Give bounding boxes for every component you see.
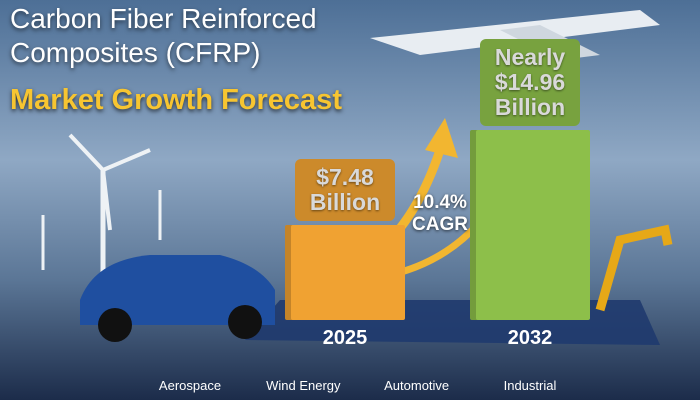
sector-label: Automotive xyxy=(384,378,450,393)
subtitle: Market Growth Forecast xyxy=(10,84,342,116)
value-label: Nearly $14.96 Billion xyxy=(480,39,580,126)
sector-label: Industrial xyxy=(503,378,557,393)
turbine-blades xyxy=(68,133,151,231)
title: Carbon Fiber Reinforced Composites (CFRP… xyxy=(10,3,317,68)
arrow-head xyxy=(425,118,458,158)
robot-arm xyxy=(595,224,673,312)
car-wheel xyxy=(98,308,132,342)
bar xyxy=(470,130,590,320)
sector-label: Aerospace xyxy=(158,378,222,393)
x-tick-label: 2032 xyxy=(507,327,553,349)
value-label: $7.48 Billion xyxy=(295,159,395,221)
cagr-annotation: 10.4% CAGR xyxy=(412,192,468,235)
car xyxy=(80,255,275,325)
car-wheel xyxy=(228,305,262,339)
x-tick-label: 2025 xyxy=(322,327,368,349)
bar xyxy=(285,225,405,320)
sector-label: Wind Energy xyxy=(266,378,341,393)
sector-list: Aerospace Wind Energy Automotive Industrial xyxy=(140,378,580,393)
